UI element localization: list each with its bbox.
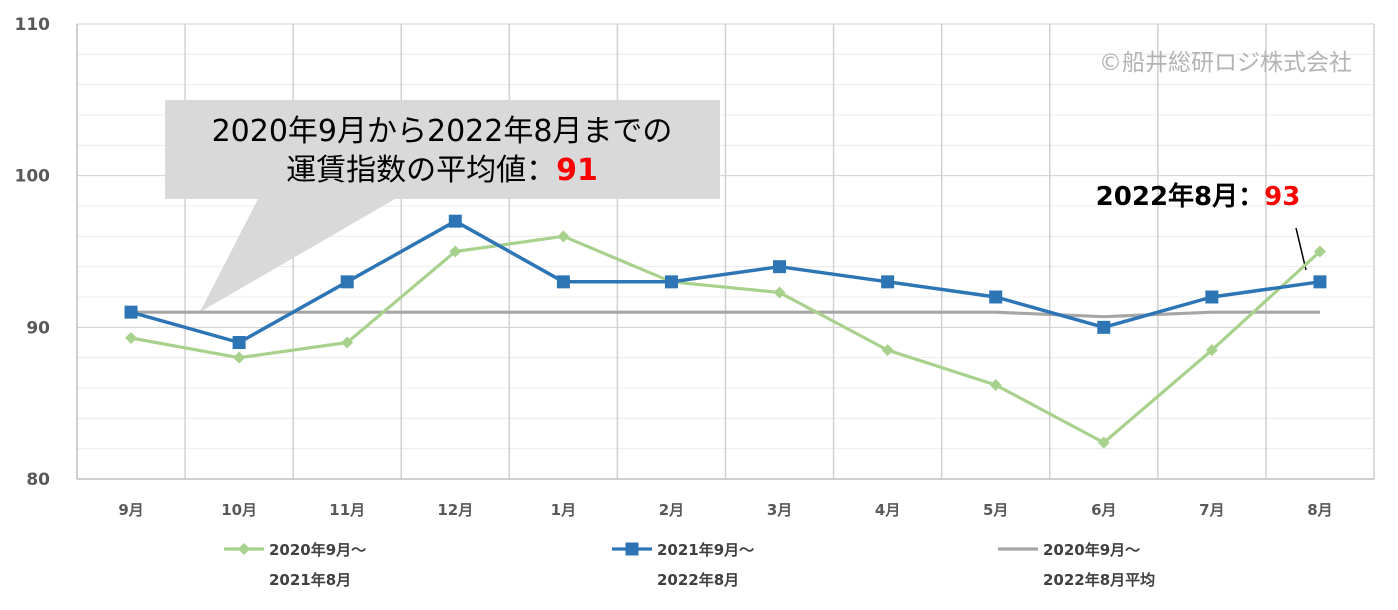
x-tick-label: 10月 — [221, 501, 257, 519]
x-tick-label: 4月 — [875, 501, 900, 519]
data-point — [1313, 275, 1327, 289]
data-point — [1097, 436, 1110, 449]
data-point — [233, 351, 246, 364]
data-point — [448, 214, 462, 228]
data-point — [773, 286, 786, 299]
legend-marker — [625, 542, 639, 556]
x-tick-label: 1月 — [551, 501, 576, 519]
data-point — [341, 336, 354, 349]
x-tick-label: 2月 — [659, 501, 684, 519]
data-point — [340, 275, 354, 289]
data-point — [1097, 320, 1111, 334]
data-point — [232, 336, 246, 349]
latest-point-label-text: 2022年8月：93 — [1096, 181, 1301, 212]
x-tick-label: 12月 — [437, 501, 473, 519]
series-line — [130, 234, 1322, 445]
legend-label-line1: 2020年9月～ — [1043, 541, 1140, 559]
callout-line2-prefix: 運賃指数の平均値： — [286, 153, 556, 188]
x-tick-label: 3月 — [767, 501, 792, 519]
data-point — [989, 290, 1003, 304]
x-tick-label: 8月 — [1307, 501, 1332, 519]
series-line — [131, 310, 1320, 319]
data-point — [125, 331, 138, 344]
data-point — [773, 260, 787, 274]
legend-label-line1: 2020年9月～ — [269, 541, 366, 559]
callout-line2: 運賃指数の平均値：91 — [286, 153, 598, 188]
callout-box — [165, 100, 720, 312]
y-tick-label: 90 — [26, 318, 50, 338]
latest-point-label-prefix: 2022年8月： — [1096, 181, 1264, 212]
data-point — [557, 230, 570, 243]
data-point — [1205, 290, 1219, 304]
data-point — [989, 378, 1002, 391]
data-point — [1205, 344, 1218, 357]
legend-item-2: 2021年9月～ 2022年8月 — [612, 541, 754, 589]
legend: 2020年9月～2021年8月2021年9月～2022年8月2020年9月～20… — [224, 541, 1155, 589]
latest-point-label-value: 93 — [1264, 182, 1300, 212]
callout-average-value: 91 — [556, 153, 598, 188]
data-point — [1313, 245, 1326, 258]
x-tick-label: 5月 — [983, 501, 1008, 519]
latest-point-label: 2022年8月：93 — [1096, 181, 1307, 271]
average-callout: 2020年9月から2022年8月までの 運賃指数の平均値：91 — [165, 100, 720, 312]
y-tick-labels: 80 90 100 110 — [15, 15, 51, 490]
legend-item-1: 2020年9月～ 2021年8月 — [224, 541, 366, 589]
series-2 — [124, 214, 1327, 349]
data-point — [664, 275, 678, 289]
legend-label-line1: 2021年9月～ — [657, 541, 754, 559]
series-line — [130, 219, 1321, 345]
copyright-text: ©船井総研ロジ株式会社 — [1099, 50, 1352, 76]
data-point — [449, 245, 462, 258]
y-tick-label: 110 — [15, 15, 51, 35]
legend-marker — [238, 543, 250, 555]
y-tick-label: 100 — [15, 167, 51, 187]
data-point — [556, 275, 570, 289]
x-tick-label: 7月 — [1199, 501, 1224, 519]
data-point — [881, 344, 894, 357]
data-point — [881, 275, 895, 289]
legend-label-line2: 2021年8月 — [269, 571, 351, 589]
series-3 — [131, 310, 1320, 319]
legend-label-line2: 2022年8月平均 — [1043, 571, 1155, 589]
legend-label-line2: 2022年8月 — [657, 571, 739, 589]
x-tick-label: 11月 — [329, 501, 365, 519]
series-group — [124, 214, 1327, 449]
x-tick-label: 6月 — [1091, 501, 1116, 519]
x-tick-label: 9月 — [118, 501, 143, 519]
legend-item-3: 2020年9月～ 2022年8月平均 — [998, 541, 1155, 589]
latest-point-leader-line — [1295, 227, 1307, 271]
y-tick-label: 80 — [26, 470, 50, 490]
x-tick-labels: 9月 10月 11月 12月 1月 2月 3月 4月 5月 6月 7月 8月 — [118, 501, 1332, 519]
callout-line1: 2020年9月から2022年8月までの — [212, 114, 673, 149]
axes — [76, 24, 1374, 480]
data-point — [124, 305, 138, 319]
